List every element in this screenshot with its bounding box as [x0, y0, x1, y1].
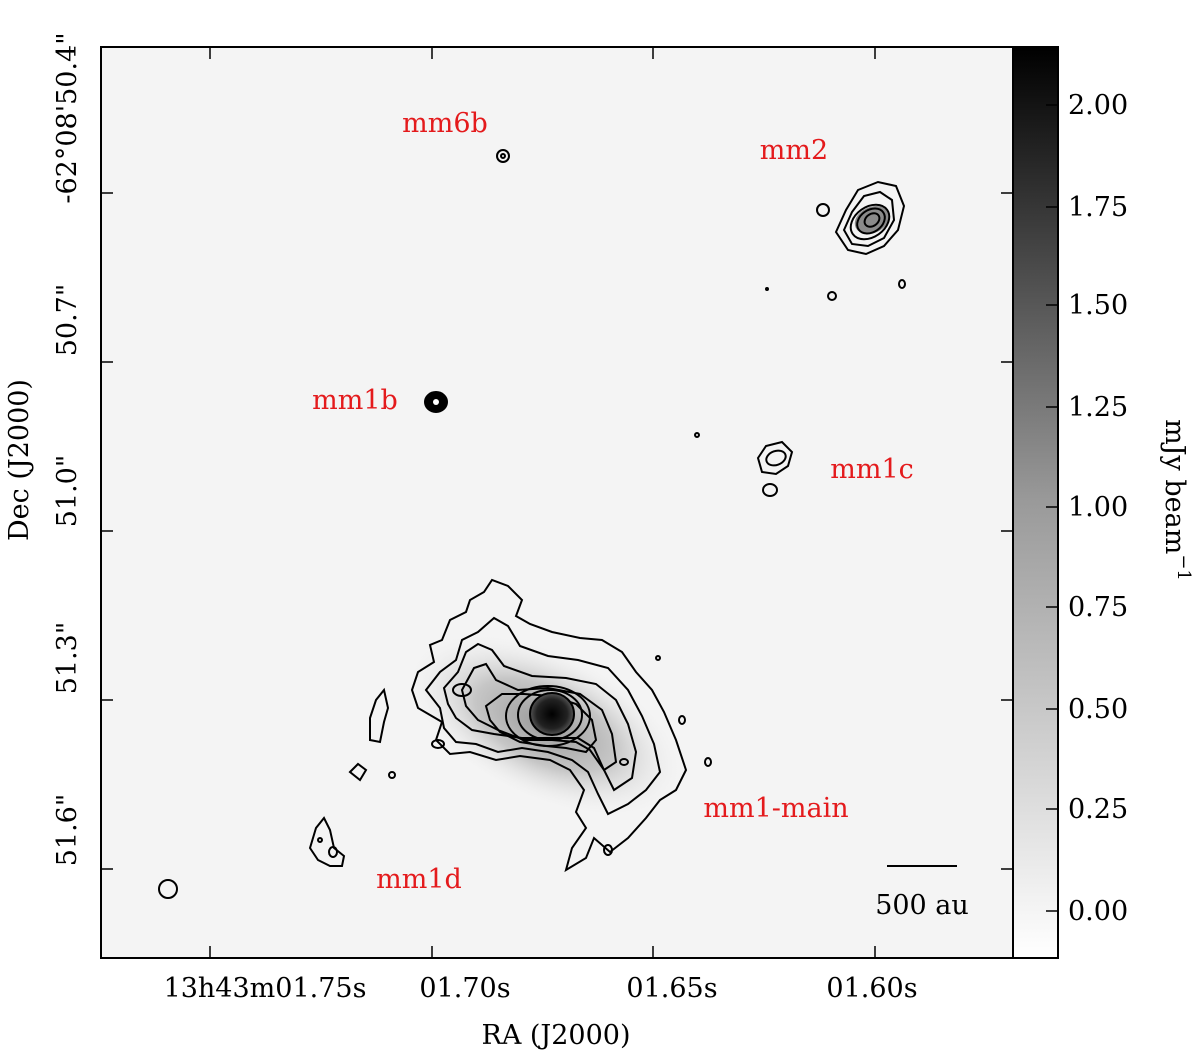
mm1-main-clump-b: [619, 758, 629, 766]
colorbar-title-unit: mJy beam: [1159, 419, 1190, 554]
mm1d-contour: [308, 816, 346, 867]
mm2-contour-3: [849, 203, 891, 241]
colorbar-tick-label: 1.75: [1068, 192, 1128, 223]
label-mm1b: mm1b: [312, 385, 398, 416]
y-tick-label: 51.3": [52, 622, 83, 695]
mm6b-contours: [496, 149, 510, 163]
scale-bar-label: 500 au: [875, 890, 969, 921]
mm2-contour-outer: [834, 180, 906, 256]
colorbar-tick-label: 0.50: [1068, 694, 1128, 725]
mm1c-contour-inner: [765, 449, 787, 467]
mm1-main-contour-outer: [410, 578, 688, 873]
y-axis-ticks: [101, 192, 1013, 870]
mm1c-blob-2: [694, 432, 700, 438]
mm1-main-clump-a: [452, 683, 472, 697]
mm2-blob-a: [816, 203, 830, 217]
colorbar-tick-label: 1.25: [1068, 392, 1128, 423]
x-axis-title: RA (J2000): [481, 1020, 630, 1051]
x-tick-label: 01.65s: [626, 973, 717, 1004]
mm1-main-blob-g: [655, 655, 661, 661]
mm1-main-blob-e: [678, 715, 686, 725]
colorbar-ticks: [1046, 104, 1058, 912]
mm2-blob-d: [765, 287, 769, 291]
mm1-main-blob-d: [388, 771, 396, 779]
mm1-main-core: [529, 692, 575, 736]
x-tick-label: 01.70s: [419, 973, 510, 1004]
mm1-main-clump-c: [431, 739, 445, 749]
beam-ellipse: [158, 879, 178, 899]
mm1-main-contour-5: [484, 693, 598, 754]
mm6b-contour: [496, 149, 510, 163]
x-tick-label: 01.60s: [826, 973, 917, 1004]
mm1c-contour-outer: [756, 440, 794, 476]
mm2-contours: [765, 180, 906, 301]
mm2-contour-2: [842, 190, 896, 248]
x-tick-label: 13h43m01.75s: [164, 973, 367, 1004]
map-panel: 500 au mm6b mm2 mm1b mm1c mm1-main mm1d: [100, 46, 1014, 959]
colorbar-tick-label: 0.75: [1068, 592, 1128, 623]
mm1c-contours: [694, 432, 794, 497]
mm6b-contour-inner: [500, 153, 506, 159]
colorbar-gradient: [1012, 46, 1059, 959]
label-mm1c: mm1c: [830, 454, 914, 485]
mm1c-blob: [762, 483, 778, 497]
label-mm2: mm2: [760, 135, 828, 166]
label-mm6b: mm6b: [402, 108, 488, 139]
mm1-main-contour-2: [424, 616, 662, 816]
colorbar-title: mJy beam−1: [1159, 419, 1194, 581]
mm1-main-contours: [348, 578, 712, 873]
mm1-main-blob-h: [603, 844, 613, 856]
mm1b-contours: [424, 391, 448, 413]
mm2-blob-c: [898, 279, 906, 289]
mm1-main-wisp-sw: [348, 762, 368, 782]
mm1d-contour-inner-2: [317, 837, 323, 843]
colorbar-tick-label: 2.00: [1068, 90, 1128, 121]
mm2-blob-b: [827, 291, 837, 301]
mm1b-peak: [433, 399, 439, 405]
mm1-main-blob-f: [704, 757, 712, 767]
y-tick-label: 50.7": [52, 284, 83, 357]
mm1-main-contour-6: [505, 685, 591, 747]
colorbar: 2.00 1.75 1.50 1.25 1.00 0.75 0.50 0.25 …: [1012, 46, 1194, 959]
colorbar-title-exponent: −1: [1173, 554, 1194, 581]
y-axis-title: Dec (J2000): [4, 379, 35, 541]
y-tick-label: -62°08'50.4": [52, 32, 83, 203]
label-mm1-main: mm1-main: [703, 793, 848, 824]
colorbar-tick-label: 0.25: [1068, 794, 1128, 825]
mm1-main-wisp-west: [369, 687, 390, 744]
mm1-main-contour-7: [517, 689, 583, 741]
label-mm1d: mm1d: [376, 864, 462, 895]
colorbar-tick-label: 1.50: [1068, 290, 1128, 321]
colorbar-tick-label: 0.00: [1068, 896, 1128, 927]
mm2-contour-4: [856, 207, 886, 235]
colorbar-tick-label: 1.00: [1068, 492, 1128, 523]
x-axis-ticks: [209, 47, 876, 958]
y-tick-label: 51.6": [52, 794, 83, 867]
y-tick-label: 51.0": [52, 455, 83, 528]
mm1-main-contour-3: [442, 642, 638, 792]
mm1d-contour-inner: [328, 846, 338, 858]
mm2-contour-5: [863, 212, 881, 228]
mm1d-contours: [308, 816, 346, 867]
